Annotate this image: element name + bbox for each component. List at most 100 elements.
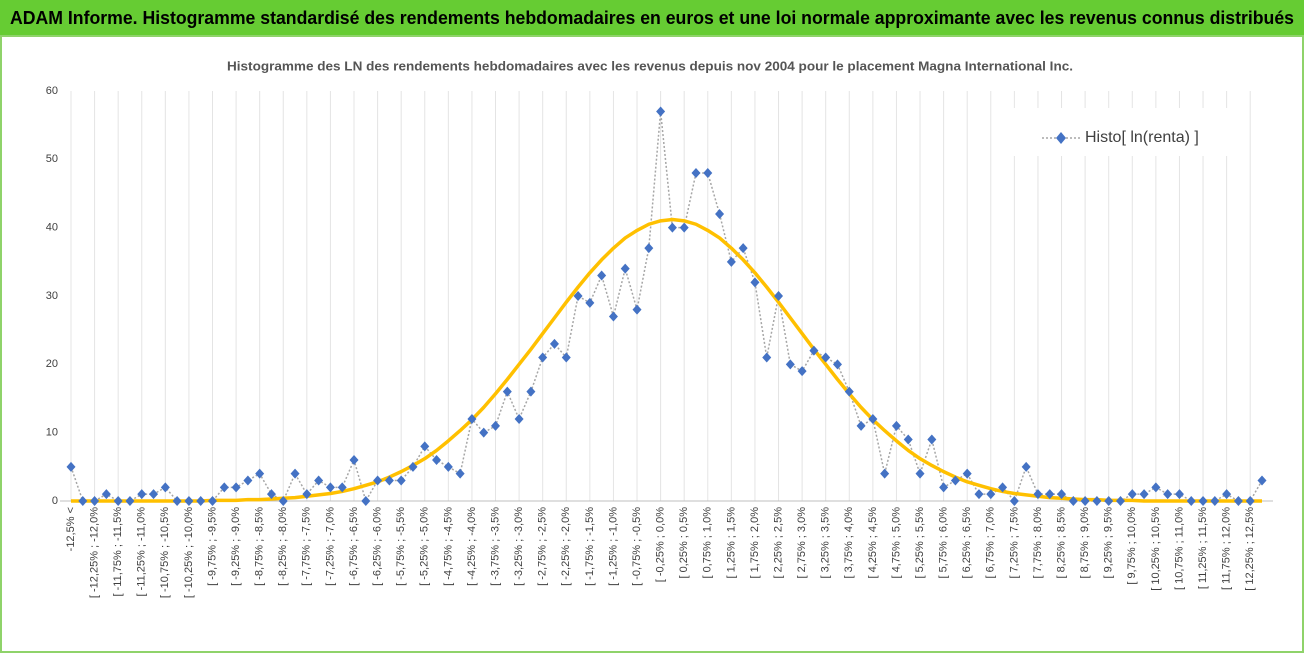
x-tick-label: [ -10,25% ; -10,0% <box>183 507 195 598</box>
marker <box>986 489 996 500</box>
header-bar <box>0 0 1304 36</box>
marker <box>797 366 807 377</box>
y-tick-label: 10 <box>46 427 58 439</box>
marker <box>1257 475 1267 486</box>
marker <box>78 496 88 506</box>
y-tick-label: 30 <box>46 290 58 302</box>
marker <box>243 475 253 486</box>
marker <box>90 496 100 506</box>
marker <box>113 496 123 506</box>
y-tick-label: 20 <box>46 358 58 370</box>
x-tick-label: [ -9,25% ; -9,0% <box>230 507 242 586</box>
x-tick-label: [ -8,25% ; -8,0% <box>277 507 289 586</box>
marker <box>255 468 265 479</box>
marker <box>703 168 713 178</box>
marker <box>891 420 901 431</box>
marker <box>844 386 854 397</box>
x-tick-label: [ 2,75% ; 3,0% <box>796 507 808 579</box>
x-tick-label: [ 0,75% ; 1,0% <box>702 507 714 579</box>
marker <box>101 489 111 500</box>
marker <box>137 489 147 500</box>
x-tick-label: [ -7,75% ; -7,5% <box>301 507 313 586</box>
marker <box>479 427 489 438</box>
x-tick-label: [ 11,25% ; 11,5% <box>1197 507 1209 589</box>
marker <box>219 482 229 493</box>
legend-marker <box>1056 132 1066 144</box>
x-tick-label: [ -10,75% ; -10,5% <box>159 507 171 598</box>
marker <box>1210 496 1220 506</box>
marker <box>691 168 701 178</box>
marker <box>821 352 831 363</box>
marker <box>1092 496 1102 506</box>
y-tick-label: 40 <box>46 222 58 234</box>
marker <box>420 441 430 452</box>
y-tick-label: 50 <box>46 153 58 165</box>
x-tick-label: [ 7,25% ; 7,5% <box>1008 507 1020 579</box>
x-tick-label: [ -12,25% ; -12,0% <box>88 507 100 598</box>
marker <box>726 256 736 267</box>
x-tick-label: [ 4,25% ; 4,5% <box>867 507 879 579</box>
marker <box>903 434 913 445</box>
marker <box>467 414 477 424</box>
x-tick-label: [ -6,75% ; -6,5% <box>348 507 360 586</box>
marker <box>443 461 453 472</box>
x-tick-label: [ -9,75% ; -9,5% <box>206 507 218 586</box>
marker <box>373 475 383 486</box>
legend-label: Histo[ ln(renta) ] <box>1085 129 1199 146</box>
marker <box>538 352 548 363</box>
marker <box>1057 489 1067 500</box>
marker <box>1068 496 1078 506</box>
marker <box>172 496 182 506</box>
marker <box>573 291 583 301</box>
marker <box>208 496 218 506</box>
marker <box>1021 461 1031 472</box>
marker <box>302 489 312 500</box>
marker <box>196 496 206 506</box>
marker <box>915 468 925 479</box>
marker <box>832 359 842 370</box>
marker <box>491 420 501 431</box>
marker <box>750 277 760 288</box>
marker <box>868 414 878 424</box>
marker <box>1033 489 1043 500</box>
x-tick-label: [ 8,75% ; 9,0% <box>1079 507 1091 579</box>
marker <box>1045 489 1055 500</box>
marker <box>1163 489 1173 500</box>
x-tick-label: [ -11,75% ; -11,5% <box>112 507 124 597</box>
x-tick-label: [ -2,25% ; -2,0% <box>560 507 572 586</box>
marker <box>125 496 135 506</box>
marker <box>927 434 937 445</box>
x-tick-label: [ 10,25% ; 10,5% <box>1150 507 1162 591</box>
marker <box>1174 489 1184 500</box>
marker <box>762 352 772 363</box>
marker <box>1104 496 1114 506</box>
x-tick-label: [ -2,75% ; -2,5% <box>537 507 549 586</box>
legend-box <box>1012 108 1244 156</box>
marker <box>290 468 300 479</box>
x-tick-label: [ -7,25% ; -7,0% <box>324 507 336 586</box>
marker <box>644 243 654 254</box>
marker <box>278 496 288 506</box>
chart-title: Histogramme des LN des rendements hebdom… <box>227 58 1073 73</box>
frame <box>0 35 1304 653</box>
x-tick-label: [ -3,75% ; -3,5% <box>489 507 501 586</box>
y-tick-label: 60 <box>46 85 58 97</box>
x-tick-label: [ 4,75% ; 5,0% <box>890 507 902 579</box>
marker <box>1233 496 1243 506</box>
marker <box>1115 496 1125 506</box>
y-tick-label: 0 <box>52 495 58 507</box>
marker <box>526 386 536 397</box>
x-tick-label: [ 5,75% ; 6,0% <box>938 507 950 579</box>
marker <box>715 209 725 219</box>
marker <box>785 359 795 370</box>
marker <box>149 489 159 500</box>
x-tick-label: [ 5,25% ; 5,5% <box>914 507 926 579</box>
marker <box>314 475 324 486</box>
marker <box>160 482 170 493</box>
x-tick-label: [ 1,75% ; 2,0% <box>749 507 761 579</box>
marker <box>325 482 335 493</box>
marker <box>774 291 784 301</box>
marker <box>597 270 607 281</box>
marker <box>608 311 618 322</box>
marker <box>585 297 595 308</box>
